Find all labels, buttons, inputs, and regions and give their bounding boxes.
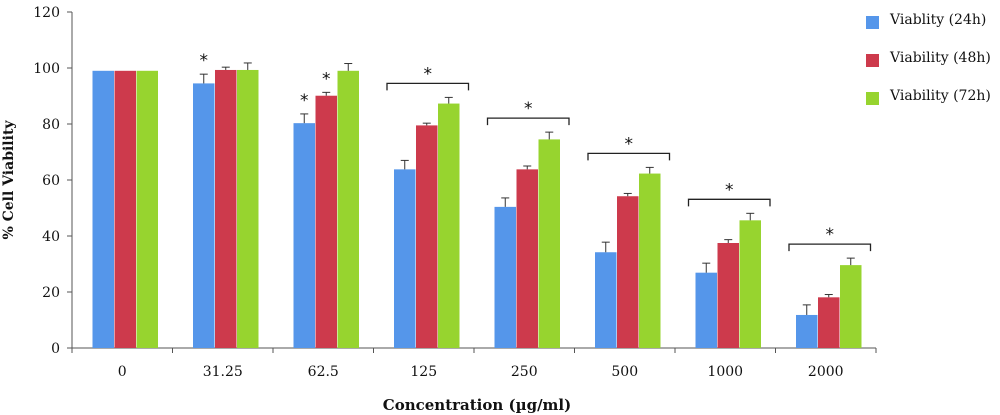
bar xyxy=(438,103,460,348)
error-bars xyxy=(199,62,855,315)
legend-item-48h: Viability (48h) xyxy=(866,50,998,88)
significance-asterisk: * xyxy=(625,134,634,154)
bar xyxy=(293,123,315,348)
bars xyxy=(92,69,862,349)
bar xyxy=(337,70,359,349)
significance-asterisk: * xyxy=(826,225,835,245)
legend: Viablity (24h) Viability (48h) Viability… xyxy=(866,12,998,126)
bar xyxy=(695,272,717,348)
y-tick-label: 40 xyxy=(42,229,60,245)
y-tick-label: 20 xyxy=(42,285,60,301)
x-tick-label: 250 xyxy=(511,364,538,380)
significance-asterisk: * xyxy=(725,180,734,200)
bar xyxy=(494,206,516,348)
bar xyxy=(818,297,840,348)
significance-asterisk: * xyxy=(424,64,433,84)
legend-label-24h: Viablity (24h) xyxy=(890,12,987,28)
y-tick-label: 100 xyxy=(33,61,60,77)
x-tick-label: 125 xyxy=(410,364,437,380)
x-tick-label: 500 xyxy=(611,364,638,380)
significance-bracket xyxy=(486,117,570,126)
y-tick-label: 80 xyxy=(42,117,60,133)
x-tick-label: 0 xyxy=(118,364,127,380)
axis-labels: Concentration (µg/ml) % Cell Viability xyxy=(1,120,571,414)
legend-label-48h: Viability (48h) xyxy=(890,50,991,66)
legend-item-24h: Viablity (24h) xyxy=(866,12,998,50)
bar xyxy=(796,314,818,348)
bar xyxy=(215,69,237,349)
bar xyxy=(315,95,337,348)
significance-bracket xyxy=(587,152,671,161)
significance-bracket xyxy=(687,198,771,207)
legend-swatch-24h xyxy=(866,16,879,29)
bar xyxy=(136,70,158,349)
legend-swatch-72h xyxy=(866,92,879,105)
y-tick-label: 120 xyxy=(33,5,60,21)
bar xyxy=(92,70,114,349)
bar xyxy=(595,252,617,348)
legend-swatch-48h xyxy=(866,54,879,67)
bar xyxy=(516,169,538,348)
x-axis-label: Concentration (µg/ml) xyxy=(383,396,571,414)
significance-asterisk: * xyxy=(322,69,331,89)
x-tick-label: 2000 xyxy=(808,364,844,380)
significance-asterisk: * xyxy=(200,51,209,71)
significance-asterisk: * xyxy=(300,91,309,111)
y-tick-label: 60 xyxy=(42,173,60,189)
legend-item-72h: Viability (72h) xyxy=(866,88,998,126)
bar xyxy=(114,70,136,349)
x-tick-label: 1000 xyxy=(707,364,743,380)
bar xyxy=(538,139,560,348)
legend-label-72h: Viability (72h) xyxy=(890,88,991,104)
x-tick-label: 31.25 xyxy=(203,364,243,380)
bar xyxy=(416,125,438,349)
bar xyxy=(193,83,215,349)
x-tick-label: 62.5 xyxy=(308,364,339,380)
bar xyxy=(617,196,639,348)
y-tick-label: 0 xyxy=(51,341,60,357)
bar xyxy=(237,69,259,349)
axes: 0 20 40 60 80 100 120 0 31.25 62.5 125 250 500 1000 20… xyxy=(33,5,877,380)
significance-bracket xyxy=(788,243,872,252)
bar xyxy=(739,220,761,348)
bar xyxy=(394,169,416,348)
significance-asterisk: * xyxy=(524,99,533,119)
significance-bracket xyxy=(386,82,470,91)
y-axis-label: % Cell Viability xyxy=(1,120,17,240)
significance-markers: * * * * * * * * xyxy=(200,51,872,252)
bar xyxy=(840,265,862,348)
bar xyxy=(639,173,661,348)
bar xyxy=(717,243,739,348)
